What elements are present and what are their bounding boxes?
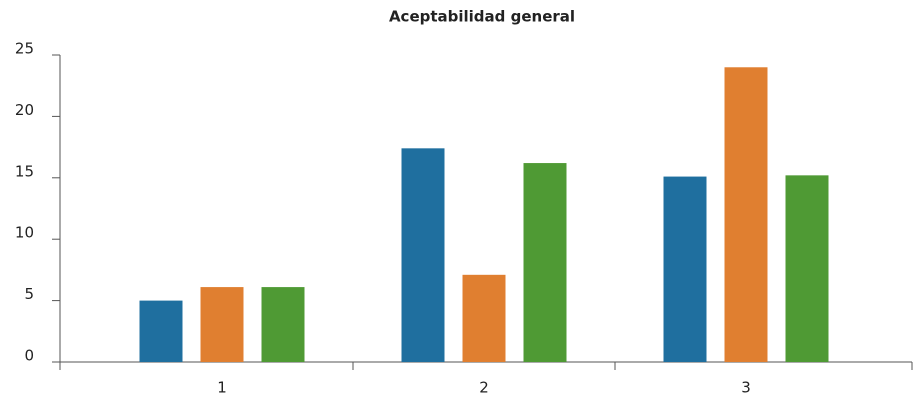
chart-title: Aceptabilidad general (389, 8, 575, 26)
bar (139, 300, 183, 362)
bar (724, 67, 768, 362)
y-tick-label: 5 (24, 285, 34, 303)
y-tick-label: 15 (15, 162, 34, 180)
bar (462, 274, 506, 362)
y-tick-label: 25 (15, 40, 34, 58)
x-tick-label: 2 (479, 379, 489, 397)
bar (523, 163, 567, 362)
x-tick-label: 3 (741, 379, 751, 397)
y-tick-label: 0 (24, 347, 34, 365)
x-tick-label: 1 (217, 379, 227, 397)
bar (261, 287, 305, 362)
y-tick-label: 20 (15, 101, 34, 119)
bar (401, 148, 445, 362)
bar (663, 176, 707, 362)
bar (200, 287, 244, 362)
bar (785, 175, 829, 362)
y-tick-label: 10 (15, 224, 34, 242)
